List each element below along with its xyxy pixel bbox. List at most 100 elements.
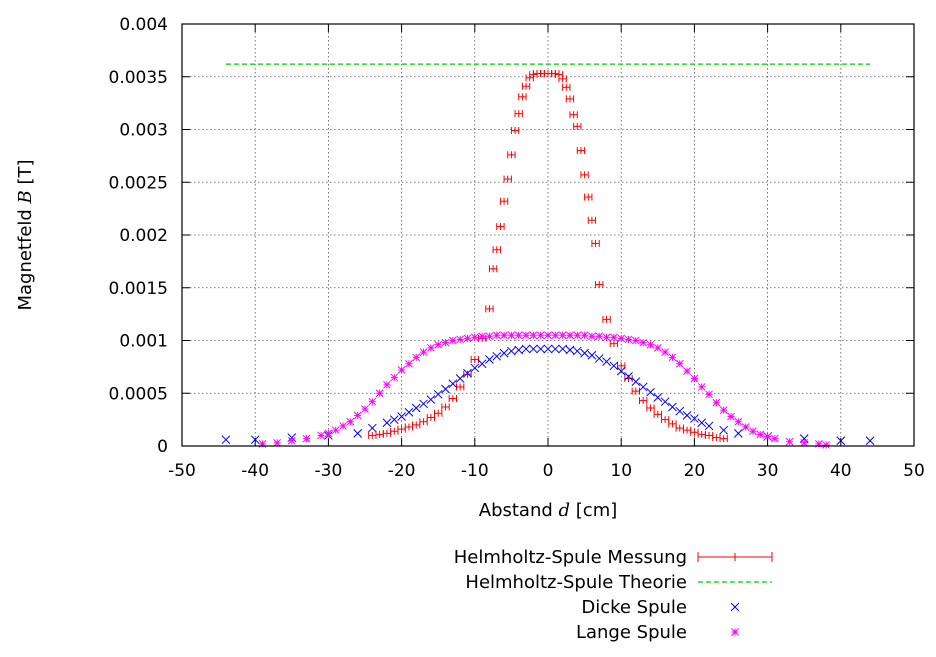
data-point (823, 441, 830, 448)
legend-symbol-helmholtz-messung (698, 552, 772, 562)
data-point (479, 333, 486, 340)
data-point (713, 399, 720, 406)
data-point (610, 334, 617, 341)
data-point (610, 362, 618, 370)
data-point (274, 439, 281, 446)
data-point (720, 426, 728, 434)
legend-label-dicke-spule: Dicke Spule (581, 597, 687, 618)
x-tick-label: 50 (903, 461, 925, 481)
data-point (588, 351, 596, 359)
data-point (588, 333, 595, 340)
y-tick-label: 0.001 (119, 332, 168, 352)
data-point (449, 395, 456, 402)
data-point (405, 360, 412, 367)
data-point (405, 424, 412, 431)
data-point (376, 431, 383, 438)
data-point (654, 393, 662, 401)
data-point (508, 332, 515, 339)
y-tick-label: 0.0025 (109, 173, 168, 193)
data-point (405, 408, 413, 416)
data-point (573, 347, 581, 355)
data-point (354, 412, 361, 419)
data-point (618, 335, 625, 342)
data-point (537, 332, 544, 339)
series-dicke-spule (222, 345, 874, 445)
data-point (691, 429, 698, 436)
data-point (489, 265, 496, 272)
data-point (662, 349, 669, 356)
data-point (383, 430, 390, 437)
data-point (742, 424, 749, 431)
data-point (610, 340, 617, 347)
data-point (646, 388, 654, 396)
legend: Helmholtz-Spule Messung Helmholtz-Spule … (454, 547, 772, 643)
data-point (603, 358, 611, 366)
data-point (640, 339, 647, 346)
data-point (478, 360, 486, 368)
data-point (866, 437, 874, 445)
data-point (720, 435, 727, 442)
data-point (654, 411, 661, 418)
data-point (390, 416, 398, 424)
data-point (552, 332, 559, 339)
series-lange-spule (259, 332, 830, 449)
data-point (340, 422, 347, 429)
data-point (592, 240, 599, 247)
legend-x-marker (731, 603, 739, 611)
data-point (574, 332, 581, 339)
grid (182, 24, 914, 446)
data-point (508, 151, 515, 158)
data-point (420, 400, 428, 408)
data-point (500, 198, 507, 205)
x-tick-label: -30 (315, 461, 343, 481)
data-point (486, 333, 493, 340)
data-point (691, 375, 698, 382)
legend-label-helmholtz-theorie: Helmholtz-Spule Theorie (465, 572, 687, 593)
y-tick-label: 0.004 (119, 15, 168, 35)
data-point (523, 332, 530, 339)
data-point (427, 396, 435, 404)
data-point (640, 397, 647, 404)
data-point (720, 407, 727, 414)
data-point (486, 305, 493, 312)
data-point (577, 147, 584, 154)
data-point (420, 418, 427, 425)
data-point (676, 407, 684, 415)
data-point (515, 110, 522, 117)
data-point (464, 371, 471, 378)
x-tick-label: -20 (388, 461, 416, 481)
data-point (786, 438, 793, 445)
legend-entry-helmholtz-messung: Helmholtz-Spule Messung (454, 547, 772, 568)
data-point (669, 420, 676, 427)
data-point (369, 432, 376, 439)
legend-label-helmholtz-messung: Helmholtz-Spule Messung (454, 547, 687, 568)
data-point (566, 332, 573, 339)
data-point (596, 281, 603, 288)
x-tick-label: -40 (241, 461, 269, 481)
data-point (676, 360, 683, 367)
data-point (574, 123, 581, 130)
data-point (501, 332, 508, 339)
legend-symbol-lange-spule (732, 629, 739, 636)
data-point (511, 127, 518, 134)
data-point (676, 425, 683, 432)
data-point (493, 352, 501, 360)
data-point (683, 427, 690, 434)
x-tick-label: -50 (168, 461, 196, 481)
data-point (497, 223, 504, 230)
data-point (427, 414, 434, 421)
data-point (757, 431, 764, 438)
data-point (485, 355, 493, 363)
data-point (585, 194, 592, 201)
data-point (464, 335, 471, 342)
data-point (471, 334, 478, 341)
data-point (435, 410, 442, 417)
x-tick-label: 30 (757, 461, 779, 481)
data-point (398, 426, 405, 433)
data-point (354, 429, 362, 437)
legend-star-marker (732, 629, 739, 636)
y-tick-label: 0.003 (119, 121, 168, 141)
data-point (413, 421, 420, 428)
data-point (398, 412, 406, 420)
